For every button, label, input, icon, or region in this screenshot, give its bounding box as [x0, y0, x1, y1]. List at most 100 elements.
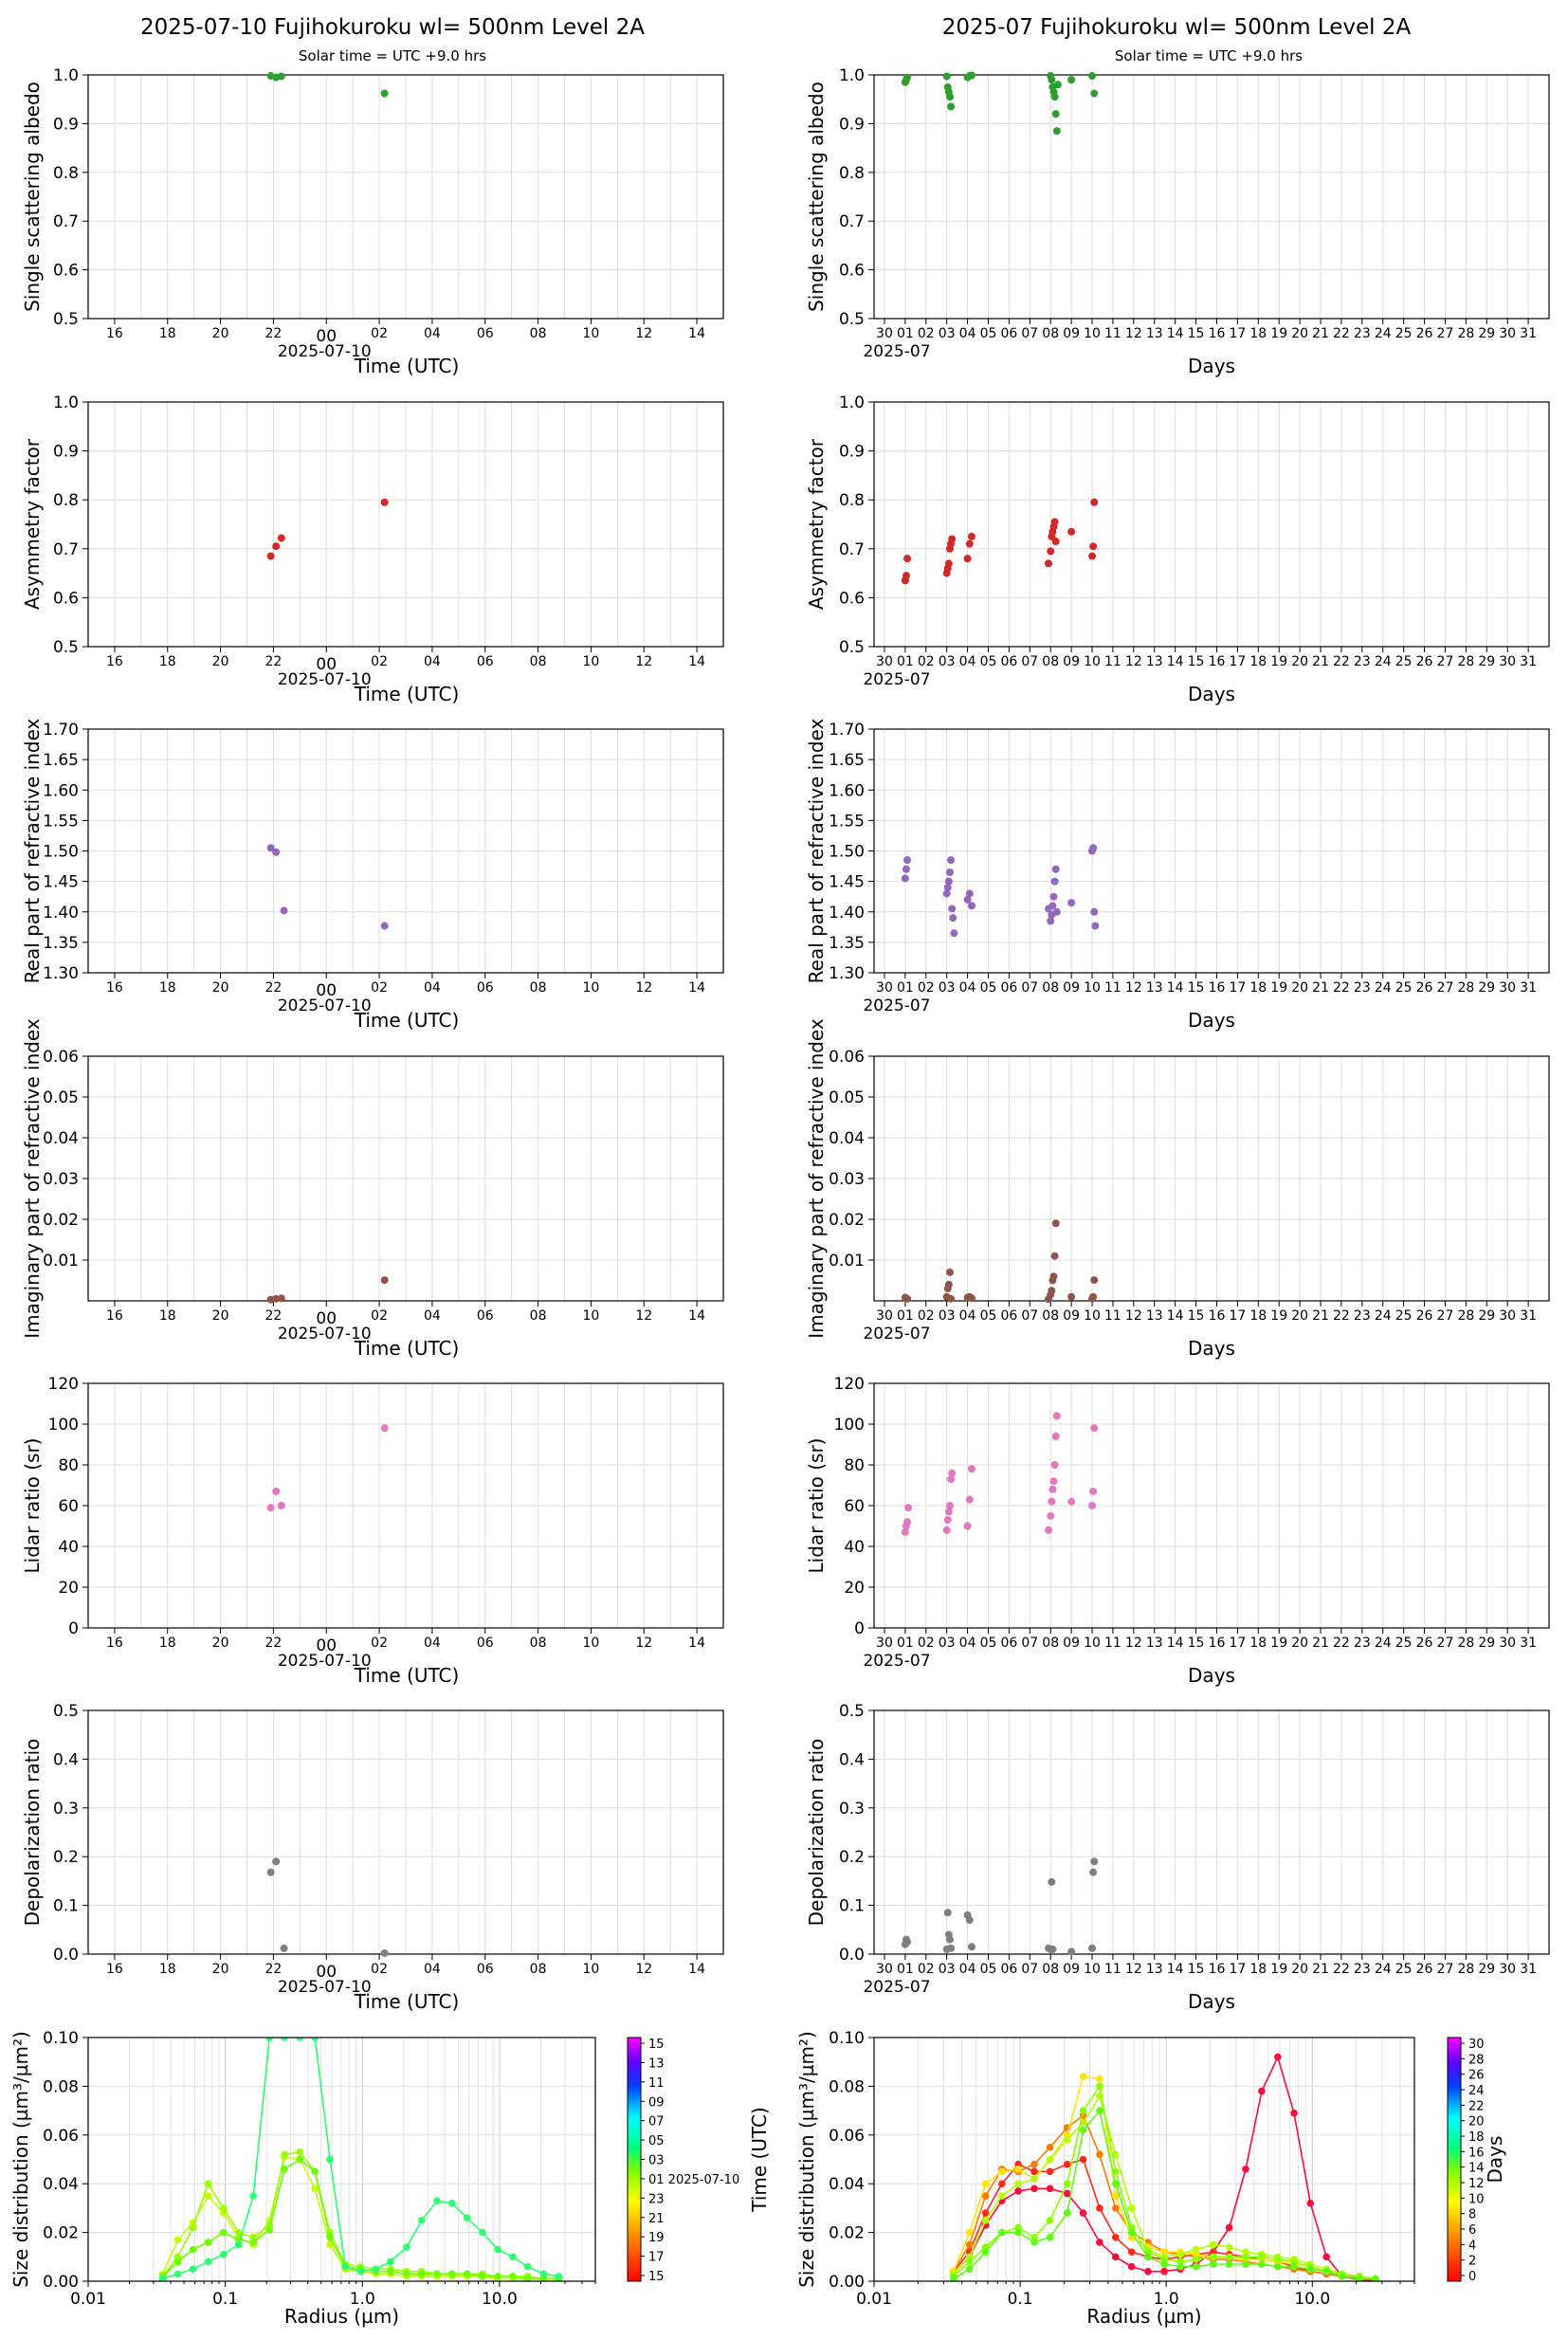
monthly-real-ytick-label: 1.60 — [829, 781, 865, 800]
monthly-imag-point — [1049, 1272, 1058, 1281]
daily-size-xtick-label: 10.0 — [482, 2290, 518, 2309]
monthly-size-series-point — [1046, 2143, 1054, 2151]
daily-lidar-xtick-label: 16 — [106, 1636, 123, 1651]
daily-depol-xtick-label: 14 — [688, 1962, 705, 1977]
monthly-ssa-point — [1067, 76, 1076, 84]
daily-size-colorbar-label: 07 — [648, 2115, 665, 2130]
daily-imag-xtick-label: 06 — [477, 1308, 494, 1324]
daily-size-ytick-label: 0.02 — [43, 2224, 79, 2243]
daily-lidar-ytick-label: 100 — [48, 1416, 79, 1435]
monthly-ssa-point — [1088, 72, 1097, 81]
daily-size-colorbar-label: 15 — [648, 2270, 665, 2284]
monthly-size-series-point — [1079, 2155, 1087, 2164]
daily-size-series-point — [265, 2226, 274, 2234]
monthly-size-series-point — [1322, 2267, 1331, 2276]
monthly-imag-date-label: 2025-07 — [863, 1325, 930, 1344]
monthly-real-point — [1048, 902, 1057, 910]
monthly-size-series-point — [965, 2240, 974, 2249]
monthly-size-series-point — [1063, 2180, 1071, 2187]
monthly-ssa-xtick-label: 05 — [980, 326, 997, 341]
daily-size-series-point — [326, 2155, 334, 2164]
monthly-asy-point — [903, 555, 912, 563]
daily-size-series-point — [539, 2270, 548, 2278]
daily-asy-xtick-label: 06 — [477, 654, 494, 669]
daily-asy-xtick-label: 04 — [424, 654, 441, 669]
monthly-real-point — [963, 895, 972, 904]
monthly-size-colorbar-label: 0 — [1468, 2270, 1476, 2284]
daily-asy-ytick-label: 1.0 — [53, 393, 79, 412]
daily-asy-point — [266, 552, 275, 560]
daily-real-xtick-label: 14 — [688, 980, 705, 996]
monthly-size-series-point — [1030, 2160, 1038, 2168]
monthly-asy-xtick-label: 04 — [959, 654, 976, 669]
monthly-lidar-ytick-label: 80 — [844, 1456, 865, 1475]
monthly-depol-point — [967, 1943, 975, 1951]
monthly-lidar-xtick-label: 26 — [1416, 1636, 1433, 1651]
daily-lidar-frame — [87, 1382, 724, 1629]
monthly-imag-xtick-label: 17 — [1229, 1308, 1246, 1324]
monthly-size-series-point — [1127, 2204, 1136, 2212]
monthly-depol-xtick-label: 18 — [1249, 1962, 1267, 1977]
daily-depol-xtick-label: 04 — [424, 1962, 441, 1977]
daily-ssa-xtick-label: 20 — [212, 326, 229, 341]
monthly-depol-date-label: 2025-07 — [863, 1978, 930, 1997]
monthly-real-xtick-label: 14 — [1167, 980, 1184, 996]
monthly-size-series-point — [1111, 2253, 1120, 2261]
daily-size-frame — [87, 2037, 596, 2282]
daily-asy-ytick-label: 0.9 — [53, 443, 79, 462]
daily-asy-ytick-label: 0.7 — [53, 540, 79, 559]
monthly-imag-point — [903, 1294, 912, 1303]
monthly-asy-point — [902, 572, 910, 580]
daily-real-xtick-label: 20 — [212, 980, 229, 996]
monthly-lidar-ytick-label: 60 — [844, 1497, 865, 1516]
daily-real-point — [280, 906, 288, 915]
monthly-size-series-point — [1242, 2253, 1249, 2261]
daily-imag-ytick-label: 0.06 — [43, 1048, 79, 1067]
daily-imag-xtick-label: 04 — [424, 1308, 441, 1324]
monthly-depol-point — [1088, 1944, 1097, 1952]
monthly-asy-ytick-label: 1.0 — [839, 393, 865, 412]
daily-size-series-point — [433, 2197, 441, 2204]
monthly-lidar-point — [963, 1522, 972, 1530]
monthly-imag-ytick-label: 0.04 — [829, 1129, 865, 1148]
monthly-ssa-ytick-label: 1.0 — [839, 66, 865, 85]
monthly-real-point — [1090, 907, 1099, 916]
daily-real-xtick-label: 10 — [583, 980, 600, 996]
daily-ssa-xtick-label: 14 — [688, 326, 705, 341]
monthly-depol-xtick-label: 13 — [1146, 1962, 1163, 1977]
daily-real-ytick-label: 1.65 — [43, 751, 79, 770]
monthly-ssa-point — [903, 73, 912, 82]
monthly-size-series-point — [1030, 2167, 1038, 2176]
monthly-imag-xtick-label: 02 — [918, 1308, 935, 1324]
daily-lidar-xtick-label: 22 — [265, 1636, 283, 1651]
monthly-asy-xtick-label: 27 — [1437, 654, 1454, 669]
monthly-lidar-xtick-label: 12 — [1125, 1636, 1142, 1651]
daily-size-series-point — [356, 2267, 365, 2276]
monthly-ssa-xtick-label: 27 — [1437, 326, 1454, 341]
daily-depol-xtick-label: 20 — [212, 1962, 229, 1977]
daily-lidar-ytick-label: 20 — [58, 1579, 79, 1598]
monthly-imag-point — [1067, 1292, 1076, 1301]
monthly-depol-panel: 0.0 0.1 0.2 0.3 0.4 0.5 30 01 02 03 04 05 06 07 08 09 10… — [805, 1702, 1550, 2013]
daily-imag-xtick-label: 20 — [212, 1308, 229, 1324]
monthly-size-series-point — [965, 2265, 974, 2273]
monthly-size-ytick-label: 0.00 — [829, 2273, 865, 2292]
monthly-size-series-point — [1111, 2180, 1120, 2187]
monthly-depol-point — [945, 1935, 954, 1944]
monthly-size-series-point — [1225, 2223, 1233, 2232]
monthly-real-point — [965, 889, 974, 898]
monthly-size-series-point — [1014, 2180, 1022, 2187]
daily-ssa-point — [277, 72, 285, 81]
monthly-depol-ytick-label: 0.5 — [839, 1702, 865, 1721]
daily-size-xtick-label: 0.01 — [70, 2290, 106, 2309]
daily-lidar-xlabel: Time (UTC) — [354, 1664, 460, 1687]
monthly-lidar-point — [1050, 1461, 1059, 1469]
monthly-imag-point — [1051, 1219, 1060, 1228]
monthly-depol-xtick-label: 17 — [1229, 1962, 1246, 1977]
monthly-depol-xtick-label: 06 — [1000, 1962, 1017, 1977]
daily-real-xtick-label: 04 — [424, 980, 441, 996]
daily-asy-xtick-label: 02 — [371, 654, 388, 669]
monthly-size-series-point — [1306, 2199, 1315, 2207]
monthly-depol-xtick-label: 07 — [1021, 1962, 1038, 1977]
monthly-size-series-point — [1096, 2107, 1103, 2114]
